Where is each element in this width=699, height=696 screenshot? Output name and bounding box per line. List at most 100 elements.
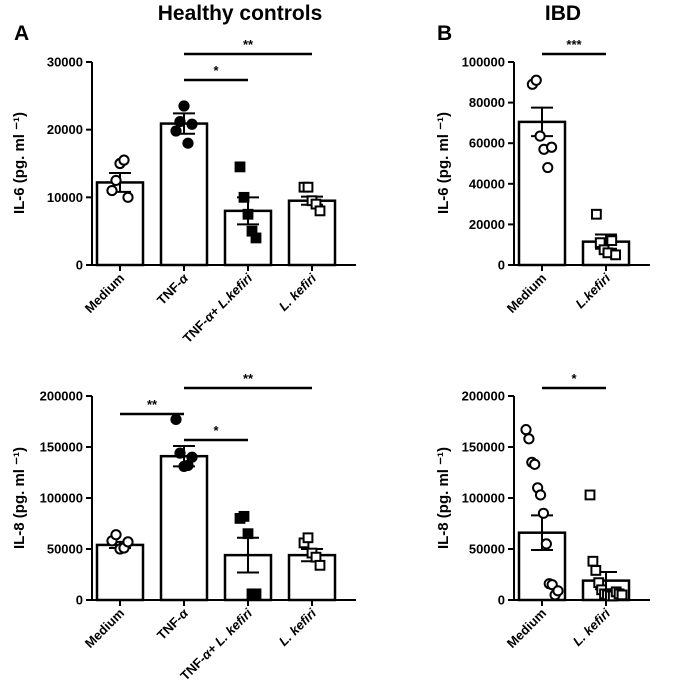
significance-label: * — [213, 423, 219, 438]
data-point — [110, 529, 122, 541]
data-point — [520, 424, 532, 436]
y-tick-label: 100000 — [462, 491, 505, 506]
y-tick-label: 20000 — [469, 217, 505, 232]
data-point — [523, 433, 535, 445]
chart-hc-il6: 0 10000 20000 30000 IL-6 (pg. ml ⁻¹) Medium TN… — [11, 37, 356, 346]
data-point — [186, 118, 198, 130]
data-point — [122, 536, 134, 548]
x-tick-label-medium: Medium — [504, 606, 549, 651]
significance-label: * — [213, 63, 219, 78]
x-tick-label-medium: Medium — [504, 271, 549, 316]
panel-letter-a: A — [14, 22, 29, 45]
y-axis-title: IL-8 (pg. ml ⁻¹) — [11, 447, 28, 549]
chart-ibd-il8: 0 50000 100000 150000 200000 IL-8 (pg. ml ⁻¹)… — [435, 371, 650, 651]
data-point — [610, 249, 622, 261]
bar-tnf-l-kefiri — [223, 209, 273, 267]
y-axis-title: IL-8 (pg. ml ⁻¹) — [435, 447, 452, 549]
panel-letter-b: B — [437, 22, 452, 45]
data-point — [540, 538, 552, 550]
data-point — [542, 161, 554, 174]
x-tick-label-l-kefiri: L. kefiri — [276, 605, 320, 649]
group-title-healthy-controls: Healthy controls — [158, 2, 323, 25]
x-tick-label-l-kefiri: L. kefiri — [276, 270, 320, 314]
bar-tnf — [159, 454, 209, 602]
x-tick-label-l-kefiri: L. kefiri — [570, 605, 614, 649]
data-point — [591, 208, 602, 220]
y-tick-label: 0 — [76, 593, 83, 608]
data-point — [186, 451, 198, 463]
significance-label: ** — [243, 37, 254, 52]
data-point — [616, 589, 628, 601]
significance-label: *** — [566, 37, 582, 52]
chart-ibd-il6: 0 20000 40000 60000 80000 100000 IL-6 (pg. ml … — [435, 37, 650, 316]
data-point — [552, 585, 564, 597]
significance-label: ** — [243, 371, 254, 386]
data-point — [122, 191, 134, 203]
data-point — [546, 141, 558, 153]
y-axis-title: IL-6 (pg. ml ⁻¹) — [11, 112, 28, 214]
y-tick-label: 150000 — [462, 440, 505, 455]
x-tick-label-tnf-l-kefiri: TNF-α+ L.kefiri — [180, 270, 256, 346]
data-point — [529, 458, 541, 470]
data-point — [238, 510, 250, 522]
y-tick-label: 0 — [76, 258, 83, 273]
data-point — [118, 154, 130, 166]
data-point — [590, 565, 602, 576]
bar-l-kefiri — [287, 199, 337, 267]
y-tick-label: 200000 — [40, 389, 83, 404]
y-tick-label: 50000 — [47, 542, 83, 557]
y-tick-label: 30000 — [47, 55, 83, 70]
x-tick-label-medium: Medium — [82, 606, 127, 651]
y-tick-label: 20000 — [47, 122, 83, 137]
y-tick-label: 60000 — [469, 136, 505, 151]
data-point — [606, 235, 618, 247]
data-point — [302, 181, 314, 193]
chart-hc-il8: 0 50000 100000 150000 200000 IL-8 (pg. ml ⁻¹)… — [11, 371, 356, 683]
significance-label: * — [571, 371, 577, 386]
data-point — [250, 232, 262, 244]
data-point — [170, 125, 182, 137]
data-point — [242, 528, 254, 540]
data-point — [234, 161, 246, 173]
y-axis-title: IL-6 (pg. ml ⁻¹) — [435, 112, 452, 214]
x-tick-label-l-kefiri: L.kefiri — [572, 270, 613, 311]
data-point — [314, 205, 326, 217]
significance-label: ** — [147, 397, 158, 412]
data-point — [178, 100, 190, 112]
data-point — [584, 489, 596, 501]
data-point — [534, 130, 546, 142]
data-point — [530, 74, 542, 86]
x-tick-label-medium: Medium — [82, 271, 127, 316]
data-point — [537, 507, 550, 519]
y-tick-label: 80000 — [469, 95, 505, 110]
data-point — [587, 555, 599, 567]
data-point — [182, 137, 194, 149]
y-tick-label: 40000 — [469, 176, 505, 191]
y-tick-label: 0 — [498, 593, 505, 608]
y-tick-label: 200000 — [462, 389, 505, 404]
bar-tnf — [159, 122, 209, 267]
data-point — [314, 559, 326, 571]
group-title-ibd: IBD — [545, 2, 581, 25]
data-point — [250, 588, 262, 600]
y-tick-label: 10000 — [47, 190, 83, 205]
data-point — [110, 174, 122, 187]
data-point — [302, 532, 314, 544]
bar-medium — [95, 181, 145, 267]
data-point — [242, 208, 254, 220]
y-tick-label: 150000 — [40, 440, 83, 455]
y-tick-label: 50000 — [469, 542, 505, 557]
y-tick-label: 0 — [498, 258, 505, 273]
data-point — [174, 115, 186, 128]
y-tick-label: 100000 — [462, 55, 505, 70]
bar-medium — [517, 120, 567, 267]
x-tick-label-tnf: TNF-α — [154, 270, 192, 308]
y-tick-label: 100000 — [40, 491, 83, 506]
data-point — [106, 184, 118, 197]
x-tick-label-tnf: TNF-α — [154, 605, 192, 643]
data-point — [238, 191, 250, 203]
data-point — [174, 447, 186, 459]
data-point — [534, 489, 547, 501]
data-point — [170, 413, 182, 426]
